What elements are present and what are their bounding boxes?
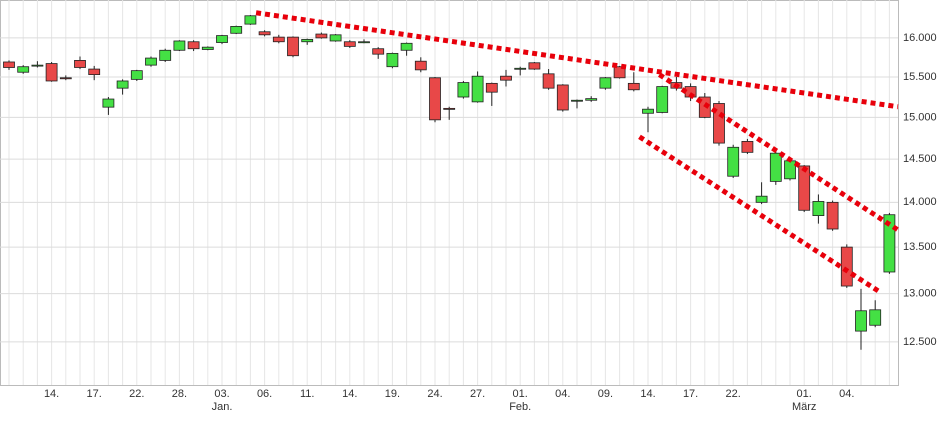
candle-body [713, 103, 725, 144]
candle-body [130, 70, 143, 80]
candle-body [145, 57, 157, 66]
x-tick-label: 17. [87, 388, 102, 400]
candle-body [358, 41, 370, 44]
candle-body [3, 61, 15, 68]
candle-body [116, 80, 129, 89]
candle-body [883, 214, 896, 273]
x-tick-label: 04. [839, 388, 854, 400]
x-tick-label: 14. [44, 388, 59, 400]
x-tick-label: 11. [300, 388, 314, 400]
y-tick-label: 12.500 [903, 336, 937, 348]
candle-body [187, 41, 200, 50]
candle-body [372, 48, 385, 55]
candle-body [840, 246, 853, 287]
candle-body [216, 35, 228, 43]
candle-body [514, 67, 527, 70]
candle-body [287, 36, 299, 57]
candle-body [798, 165, 811, 211]
candle-body [528, 62, 541, 70]
candle-body [386, 52, 399, 68]
x-tick-label: 01. [513, 388, 528, 400]
candle-body [571, 99, 583, 102]
candle-body [272, 36, 285, 43]
x-tick-label: 04. [555, 388, 570, 400]
candle-body [784, 160, 796, 180]
trend-line [657, 72, 900, 233]
candle-body [45, 63, 58, 82]
x-tick-label: 14. [342, 388, 357, 400]
y-tick-label: 14.500 [903, 153, 937, 165]
candle-body [230, 26, 243, 34]
trend-line [638, 134, 881, 294]
x-tick-label: 09. [598, 388, 613, 400]
candle-body [329, 34, 342, 42]
candle-body [159, 49, 172, 61]
candle-body [698, 96, 711, 118]
candle-body [74, 60, 86, 68]
x-month-label: März [792, 401, 816, 413]
candle-body [471, 75, 484, 103]
candle-body [585, 98, 598, 101]
x-tick-label: 01. [797, 388, 812, 400]
candle-body [59, 77, 72, 80]
x-tick-label: 27. [470, 388, 485, 400]
candle-body [429, 77, 441, 121]
candle-body [542, 73, 555, 89]
x-tick-label: 28. [172, 388, 187, 400]
candle-body [556, 84, 569, 111]
candle-body [301, 39, 314, 43]
candle-body [315, 33, 328, 39]
candle-body [627, 82, 640, 91]
y-tick-label: 14.000 [903, 196, 937, 208]
candle-body [443, 107, 456, 110]
candle-body [173, 40, 186, 51]
y-tick-label: 15.000 [903, 111, 937, 123]
candle-body [656, 86, 669, 113]
x-month-label: Jan. [212, 401, 233, 413]
candle-body [741, 141, 754, 153]
x-tick-label: 22. [726, 388, 741, 400]
candle-body [642, 108, 654, 114]
x-tick-label: 22. [129, 388, 144, 400]
candle-body [500, 75, 512, 81]
candle-body [613, 66, 626, 79]
candle-body [414, 60, 427, 71]
y-tick-label: 16.000 [903, 32, 937, 44]
candle-body [769, 152, 782, 182]
candle-body [88, 68, 101, 76]
candle-body [812, 201, 825, 216]
candle-body [485, 82, 498, 93]
x-tick-label: 24. [427, 388, 442, 400]
candle-body [102, 98, 115, 108]
candle-body [599, 77, 612, 89]
y-tick-label: 13.500 [903, 241, 937, 253]
candle-body [258, 31, 271, 36]
x-tick-label: 03. [214, 388, 229, 400]
candle-body [400, 42, 413, 51]
candle-body [343, 41, 356, 47]
candle-body [17, 66, 30, 73]
candle-body [755, 195, 768, 203]
candle-body [31, 64, 44, 67]
candle-body [727, 146, 740, 177]
x-tick-label: 06. [257, 388, 272, 400]
y-tick-label: 15.500 [903, 71, 937, 83]
x-month-label: Feb. [509, 401, 531, 413]
x-tick-label: 17. [683, 388, 698, 400]
candle-body [457, 82, 470, 98]
x-tick-label: 14. [640, 388, 655, 400]
candle-body [826, 201, 839, 230]
trend-line [255, 10, 899, 110]
candle-body [869, 309, 882, 326]
x-tick-label: 19. [385, 388, 400, 400]
y-tick-label: 13.000 [903, 287, 937, 299]
candle-body [855, 310, 867, 332]
candle-body [244, 15, 257, 25]
candle-body [201, 46, 214, 50]
